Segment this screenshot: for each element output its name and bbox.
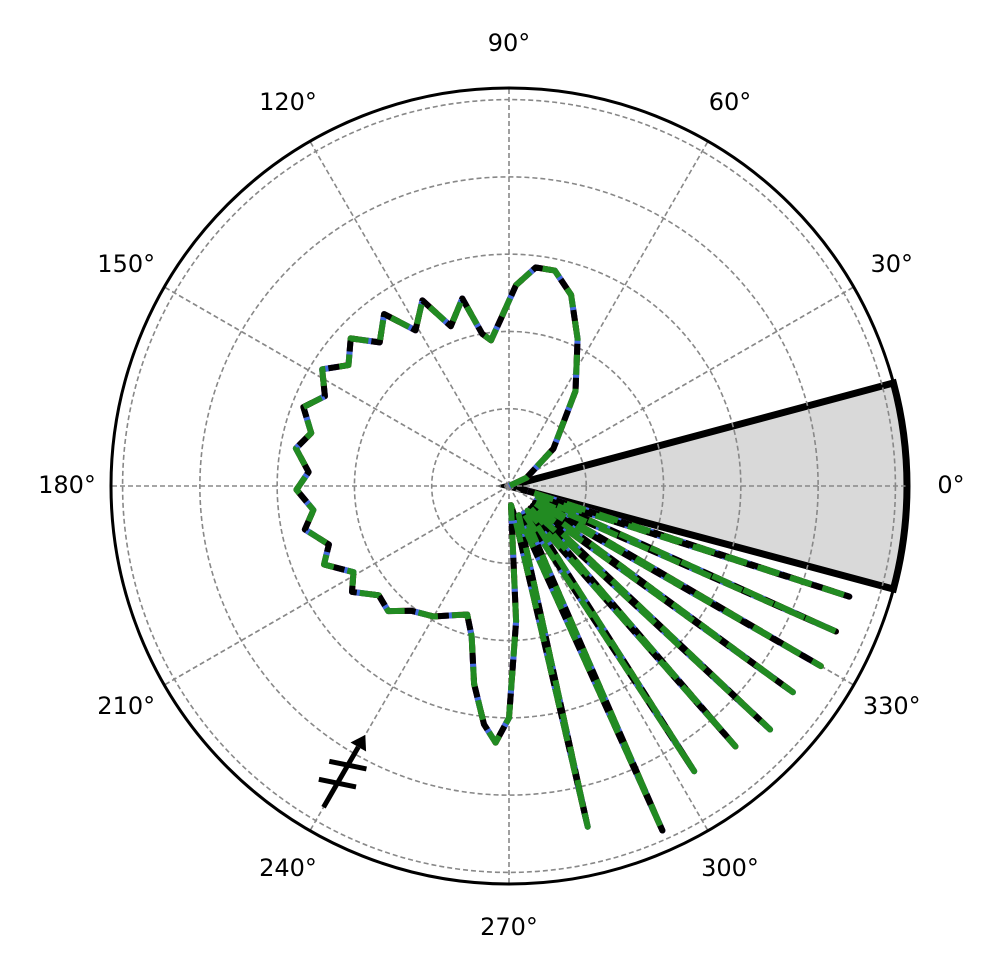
theta-grid-line <box>163 485 510 686</box>
arrow-shaft <box>321 745 361 809</box>
theta-grid-line <box>508 140 709 487</box>
theta-tick-label: 120° <box>259 88 317 116</box>
arrow-crossbar <box>328 758 367 772</box>
theta-tick-label: 270° <box>480 913 538 941</box>
arrow-crossbar <box>318 776 357 790</box>
theta-tick-label: 240° <box>259 854 317 882</box>
series-line <box>292 264 853 834</box>
theta-grid-line <box>163 286 510 487</box>
r-grid-circle <box>199 176 819 796</box>
theta-grid-line <box>508 286 855 487</box>
theta-tick-label: 30° <box>871 250 914 278</box>
theta-tick-label: 330° <box>863 692 921 720</box>
r-grid-circle <box>430 407 588 565</box>
theta-tick-label: 150° <box>97 250 155 278</box>
theta-tick-label: 60° <box>709 88 752 116</box>
theta-grid-line <box>309 140 510 487</box>
theta-tick-label: 0° <box>937 471 964 499</box>
arrow-head <box>350 734 367 752</box>
theta-tick-label: 180° <box>38 471 96 499</box>
polar-frame <box>109 86 909 886</box>
theta-tick-label: 210° <box>97 692 155 720</box>
theta-tick-label: 300° <box>701 854 759 882</box>
theta-tick-label: 90° <box>488 29 531 57</box>
